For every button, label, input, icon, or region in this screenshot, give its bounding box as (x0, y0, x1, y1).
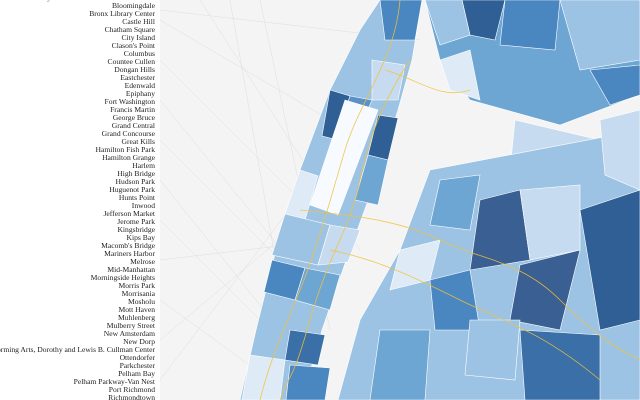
library-name: Great Kills (121, 137, 155, 146)
district (294, 267, 341, 311)
district (559, 0, 640, 71)
library-name: New Dorp (123, 337, 155, 346)
library-name: Hamilton Fish Park (96, 145, 156, 154)
connector-lines (159, 0, 421, 400)
districts (239, 0, 640, 400)
district (499, 0, 561, 51)
library-name: Macomb's Bridge (101, 241, 156, 250)
district (439, 49, 481, 101)
district (317, 224, 361, 266)
library-name: Columbus (124, 49, 155, 58)
library-name: Eastchester (120, 73, 155, 82)
route (259, 0, 401, 400)
library-name: Mid-Manhattan (107, 265, 155, 274)
library-name: Castle Hill (122, 17, 155, 26)
district (389, 239, 441, 291)
library-name: Ottendorfer (120, 353, 156, 362)
central-park (309, 99, 379, 216)
library-name: Jerome Park (117, 217, 155, 226)
district (424, 0, 471, 46)
library-name: Dongan Hills (114, 65, 155, 74)
library-list: Belmont Library and Enrico Fermi Cultura… (0, 0, 156, 400)
route (384, 69, 471, 94)
library-name: Mulberry Street (107, 321, 156, 330)
route (329, 249, 601, 381)
route (279, 59, 411, 400)
library-name: Kingsbridge (117, 225, 155, 234)
transit-routes (259, 0, 640, 400)
district (579, 189, 640, 331)
district (519, 184, 581, 261)
library-name: Mott Haven (119, 305, 156, 314)
district (599, 109, 640, 191)
library-name: Parkchester (120, 361, 156, 370)
library-name: Francis Martin (110, 105, 155, 114)
library-name: George Bruce (113, 113, 156, 122)
library-name: Hudson Park (116, 177, 156, 186)
library-name: Pelham Bay (118, 369, 155, 378)
library-name: Richmondtown (108, 393, 155, 400)
library-name: Chatham Square (105, 25, 156, 34)
library-name: Port Richmond (109, 385, 155, 394)
library-name: Clason's Point (112, 41, 156, 50)
library-name: Melrose (130, 257, 156, 266)
library-name: City Island (121, 33, 155, 42)
library-name: Bloomingdale (112, 1, 156, 10)
library-name: Kips Bay (127, 233, 156, 242)
district (519, 329, 601, 400)
library-name: Mariners Harbor (104, 249, 155, 258)
library-name: Morningside Heights (91, 273, 155, 282)
library-name: Muhlenberg (118, 313, 155, 322)
library-name: Countee Cullen (108, 57, 156, 66)
library-name: Inwood (132, 201, 155, 210)
library-name: Fort Washington (104, 97, 155, 106)
connector (159, 0, 421, 400)
library-name: Grand Concourse (102, 129, 156, 138)
library-name: Hamilton Grange (102, 153, 156, 162)
district (509, 249, 581, 331)
library-name: Hunts Point (119, 193, 156, 202)
library-name: Belmont Library and Enrico Fermi Cultura… (0, 0, 155, 2)
library-name: Epiphany (126, 89, 155, 98)
district (285, 364, 331, 400)
library-name: Edenwald (125, 81, 156, 90)
district (369, 329, 431, 400)
library-name: High Bridge (117, 169, 155, 178)
district (284, 329, 326, 366)
library-name: Performing Arts, Dorothy and Lewis B. Cu… (0, 345, 155, 354)
library-name: Mosholu (128, 297, 155, 306)
library-name: Harlem (132, 161, 155, 170)
library-name: Huguenot Park (109, 185, 155, 194)
district (464, 319, 521, 381)
district (429, 174, 481, 231)
library-name: Pelham Parkway-Van Nest (74, 377, 156, 386)
route (299, 209, 640, 361)
district (589, 64, 640, 106)
library-name: Grand Central (112, 121, 155, 130)
district (241, 354, 286, 400)
library-name: Bronx Library Center (89, 9, 155, 18)
library-name: New Amsterdam (104, 329, 155, 338)
library-name: Morrisania (122, 289, 156, 298)
library-name: Jefferson Market (103, 209, 155, 218)
library-name: Morris Park (119, 281, 156, 290)
district (379, 0, 423, 41)
